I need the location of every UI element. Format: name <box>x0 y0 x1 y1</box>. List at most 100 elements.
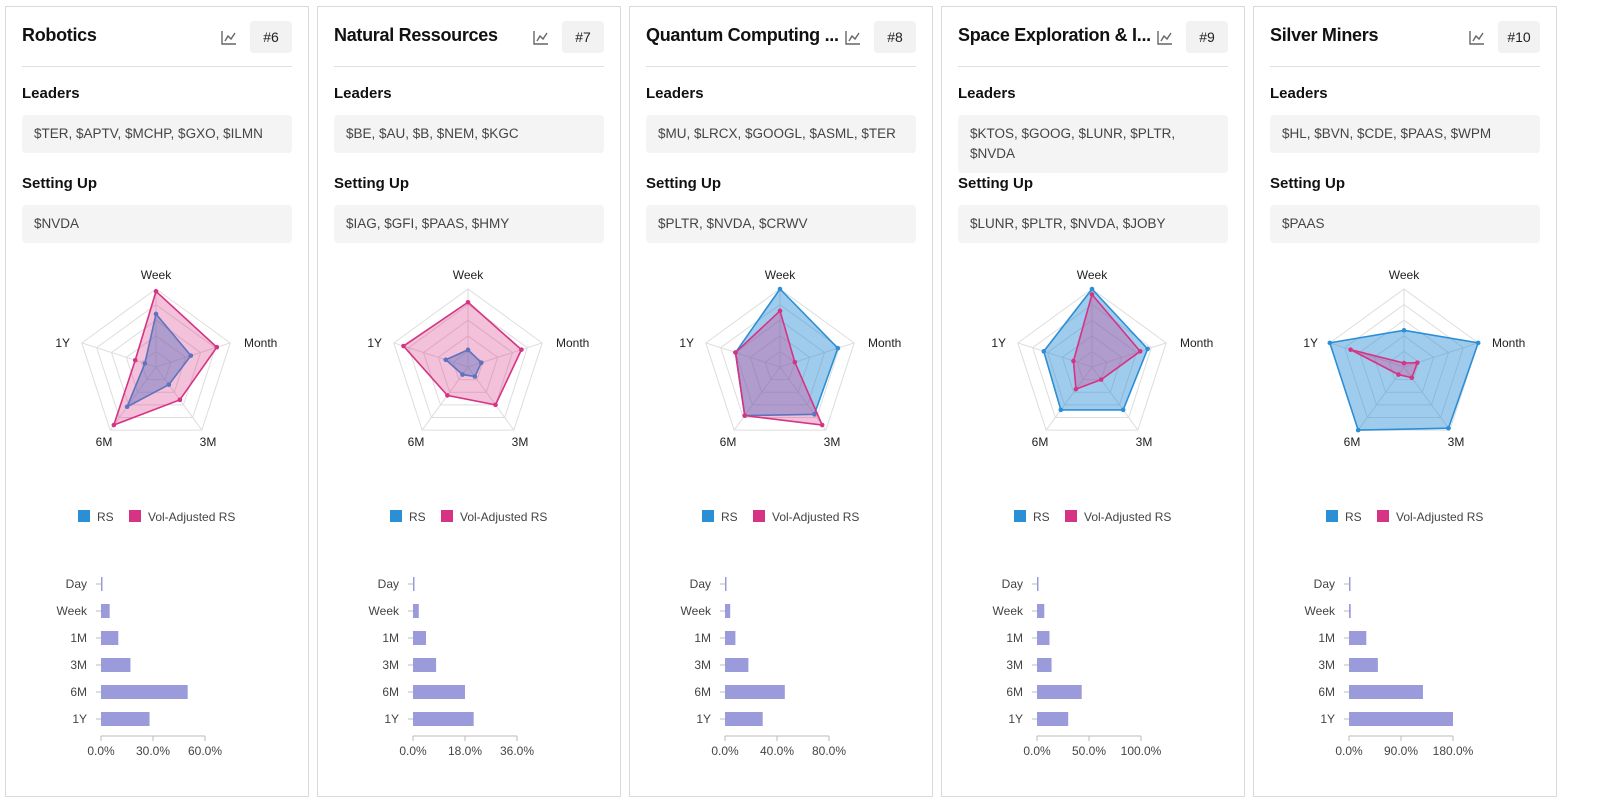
industry-card: Quantum Computing ... #8 Leaders $MU, $L… <box>629 6 933 797</box>
line-chart-icon[interactable] <box>1468 30 1486 46</box>
leaders-tickers: $TER, $APTV, $MCHP, $GXO, $ILMN <box>22 115 292 153</box>
radar-point <box>142 361 148 366</box>
line-chart-icon[interactable] <box>220 30 238 46</box>
legend-vol-label: Vol-Adjusted RS <box>1084 510 1171 524</box>
radar-axis-label: 1Y <box>679 336 694 350</box>
bar-category-label: 1Y <box>1008 712 1023 726</box>
bar-category-label: Week <box>57 604 88 618</box>
radar-point <box>1058 407 1064 413</box>
radar-grid-ring <box>1358 319 1450 406</box>
line-chart-icon[interactable] <box>844 30 862 46</box>
setting-up-label: Setting Up <box>22 175 97 192</box>
radar-point <box>443 357 449 363</box>
radar-chart: Week Month 3M 6M 1Y RS Vol-Adjusted RS <box>679 268 901 524</box>
radar-grid-ring <box>734 319 826 406</box>
radar-axis-label: 6M <box>96 435 113 449</box>
radar-point <box>401 343 406 349</box>
radar-point <box>124 404 130 410</box>
radar-point <box>460 372 465 377</box>
radar-axis-label: 1Y <box>55 336 70 350</box>
legend-vol-label: Vol-Adjusted RS <box>460 510 547 524</box>
radar-point <box>1446 425 1451 431</box>
card-header: Natural Ressources #7 <box>334 21 604 67</box>
card-title: Quantum Computing ... <box>646 25 839 45</box>
bar-x-tick-label: 180.0% <box>1433 744 1474 758</box>
bar-value <box>101 604 110 618</box>
setting-up-tickers: $PAAS <box>1270 205 1540 243</box>
radar-chart: Week Month 3M 6M 1Y RS Vol-Adjusted RS <box>367 268 589 524</box>
radar-grid-ring <box>1032 303 1152 418</box>
legend-rs-label: RS <box>409 510 426 524</box>
bar-x-tick-label: 90.0% <box>1384 744 1418 758</box>
industry-card: Silver Miners #10 Leaders $HL, $BVN, $CD… <box>1253 6 1557 797</box>
radar-point <box>1401 360 1407 366</box>
bar-category-label: 1Y <box>1320 712 1335 726</box>
legend-rs-swatch <box>702 510 714 522</box>
bar-x-tick-label: 0.0% <box>87 744 115 758</box>
legend-vol-label: Vol-Adjusted RS <box>1396 510 1483 524</box>
bar-category-label: 6M <box>70 685 87 699</box>
bar-value <box>1037 712 1069 726</box>
radar-spoke <box>1357 366 1405 431</box>
radar-axis-label: Month <box>868 336 901 350</box>
radar-point <box>177 397 183 403</box>
radar-point <box>835 345 841 351</box>
bar-value <box>101 712 150 726</box>
bar-x-tick-label: 100.0% <box>1121 744 1162 758</box>
bar-value <box>1037 658 1052 672</box>
radar-point <box>1041 349 1047 354</box>
legend-rs-swatch <box>1014 510 1026 522</box>
radar-point <box>1409 375 1415 381</box>
radar-axis-label: 6M <box>408 435 425 449</box>
radar-spoke <box>393 342 469 368</box>
bar-value <box>1037 577 1039 591</box>
card-header: Quantum Computing ... #8 <box>646 21 916 67</box>
radar-axis-label: 3M <box>824 435 841 449</box>
industry-card: Space Exploration & I... #9 Leaders $KTO… <box>941 6 1245 797</box>
bar-value <box>101 631 119 645</box>
bar-category-label: 6M <box>382 685 399 699</box>
radar-point <box>1355 427 1361 433</box>
radar-point <box>214 344 220 350</box>
leaders-label: Leaders <box>334 85 392 102</box>
leaders-label: Leaders <box>958 85 1016 102</box>
radar-point <box>1401 328 1407 333</box>
bar-x-tick-label: 80.0% <box>812 744 846 758</box>
radar-chart: Week Month 3M 6M 1Y RS Vol-Adjusted RS <box>55 268 277 524</box>
legend-vol-swatch <box>129 510 141 522</box>
radar-point <box>519 347 524 352</box>
bar-value <box>1037 685 1082 699</box>
bar-category-label: Day <box>378 577 399 591</box>
bar-category-label: 3M <box>1006 658 1023 672</box>
legend-vol-label: Vol-Adjusted RS <box>148 510 235 524</box>
bar-value <box>1349 685 1423 699</box>
radar-grid-ring <box>1329 288 1479 431</box>
bar-category-label: Week <box>681 604 712 618</box>
radar-point <box>472 374 478 379</box>
radar-point <box>465 299 471 305</box>
line-chart-icon[interactable] <box>532 30 550 46</box>
radar-spoke <box>1091 342 1167 368</box>
radar-point <box>1396 372 1401 377</box>
radar-series-vol-adjusted <box>402 301 523 406</box>
line-chart-icon[interactable] <box>1156 30 1174 46</box>
legend-vol-swatch <box>1065 510 1077 522</box>
radar-grid-ring <box>1076 350 1108 381</box>
rank-badge: #8 <box>874 21 916 53</box>
radar-point <box>1415 360 1420 365</box>
radar-series-vol-adjusted <box>734 309 824 427</box>
bar-value <box>1349 577 1351 591</box>
setting-up-tickers: $LUNR, $PLTR, $NVDA, $JOBY <box>958 205 1228 243</box>
radar-axis-label: Week <box>453 268 484 282</box>
radar-grid-ring <box>110 319 202 406</box>
leaders-tickers: $MU, $LRCX, $GOOGL, $ASML, $TER <box>646 115 916 153</box>
setting-up-label: Setting Up <box>958 175 1033 192</box>
card-title: Natural Ressources <box>334 25 498 45</box>
bar-value <box>413 631 426 645</box>
bar-value <box>725 577 727 591</box>
legend-rs-label: RS <box>97 510 114 524</box>
radar-axis-label: 1Y <box>1303 336 1318 350</box>
bar-value <box>1349 712 1453 726</box>
leaders-tickers: $KTOS, $GOOG, $LUNR, $PLTR, $NVDA <box>958 115 1228 173</box>
radar-point <box>819 422 825 428</box>
